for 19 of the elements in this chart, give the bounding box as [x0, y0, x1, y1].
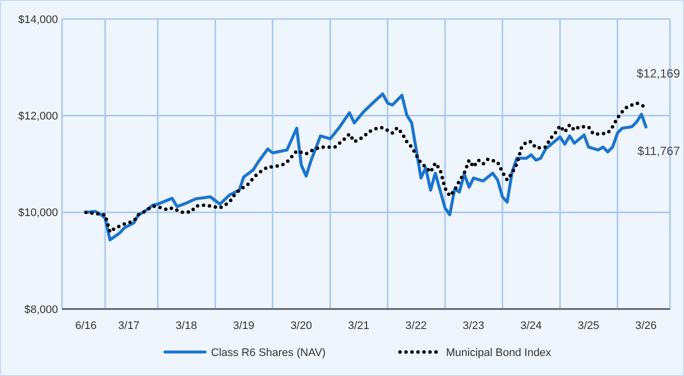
y-tick-label: $14,000	[18, 14, 58, 26]
x-tick-label: 3/25	[578, 320, 600, 332]
y-tick-label: $12,000	[18, 110, 58, 123]
x-tick-label: 3/23	[462, 320, 484, 332]
x-tick-label: 3/18	[176, 320, 197, 332]
x-tick-label: 3/26	[635, 320, 657, 332]
x-tick-label: 3/19	[232, 320, 254, 332]
x-tick-label: 3/22	[405, 320, 427, 332]
legend-label: Municipal Bond Index	[446, 346, 552, 359]
x-tick-label: 3/24	[520, 320, 542, 332]
x-tick-label: 3/20	[290, 320, 312, 332]
y-tick-label: $10,000	[18, 207, 58, 220]
legend-label: Class R6 Shares (NAV)	[211, 346, 326, 359]
x-tick-label: 3/17	[118, 320, 140, 332]
annotation: $12,169	[636, 66, 680, 80]
y-tick-label: $8,000	[24, 304, 58, 316]
x-tick-label: 6/16	[75, 320, 97, 332]
x-tick-label: 3/21	[348, 320, 370, 332]
annotation: $11,767	[638, 144, 680, 158]
